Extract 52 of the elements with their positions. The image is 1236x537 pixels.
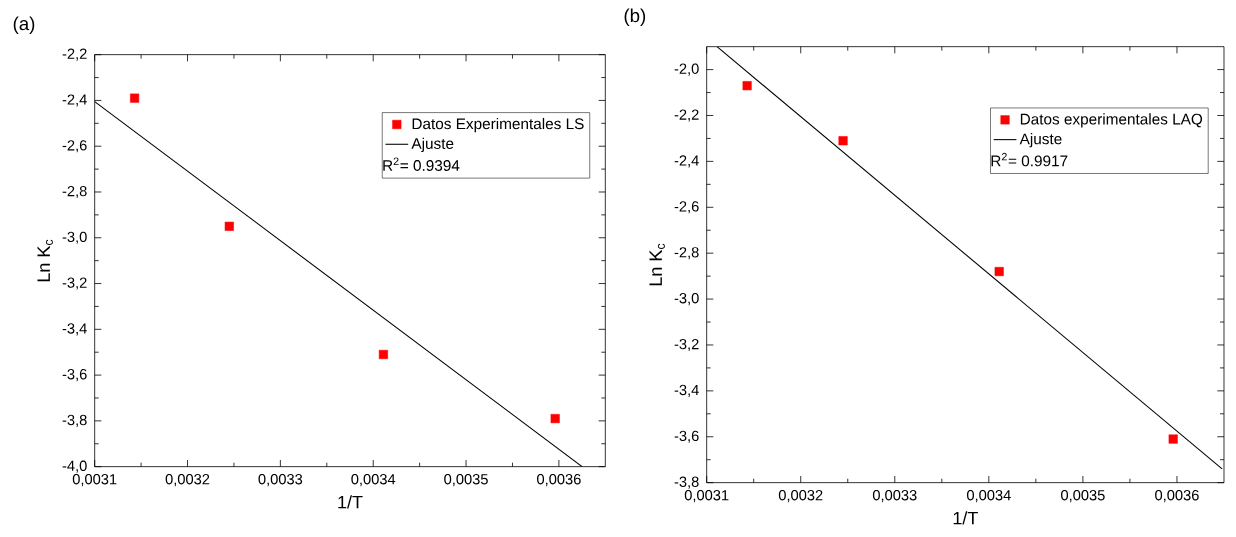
y-tick-label: -2,2	[62, 48, 87, 61]
x-tick-label: 0,0035	[1061, 489, 1105, 502]
y-tick-label: -2,6	[62, 140, 87, 153]
y-tick-label: -2,2	[674, 109, 699, 122]
y-tick-label: -3,0	[62, 231, 87, 244]
legend-label: Datos experimentales LAQ	[1020, 113, 1203, 128]
legend-label: Ajuste	[411, 137, 454, 152]
x-axis-title: 1/T	[953, 511, 978, 525]
x-tick-label: 0,0036	[537, 473, 581, 486]
y-tick-label: -3,2	[674, 338, 699, 351]
annotation: R$^{2}$= 0.9394	[383, 157, 460, 171]
legend-label: Ajuste	[1019, 132, 1062, 148]
x-tick-label: 0,0036	[1155, 489, 1199, 502]
x-tick-label: 0,0032	[165, 473, 210, 486]
x-tick-label: 0,0033	[258, 473, 303, 486]
point	[1168, 434, 1178, 444]
x-tick-label: 0,0034	[351, 473, 396, 486]
x-tick-label: 0,0031	[684, 489, 729, 502]
annotation: R$^{2}$= 0.9917	[991, 152, 1068, 167]
point	[742, 80, 752, 91]
y-tick-label: -2,6	[674, 201, 699, 214]
point	[838, 136, 848, 146]
y-tick-label: -3,0	[674, 292, 699, 305]
point	[224, 221, 234, 231]
x-tick-label: 0,0032	[778, 489, 823, 502]
y-tick-label: -2,0	[674, 63, 699, 76]
y-axis-title: Ln K$_{c}$	[649, 243, 665, 286]
point	[130, 93, 140, 103]
y-tick-label: -2,8	[62, 185, 87, 198]
chart-title: (a)	[13, 16, 35, 34]
x-tick-label: 0,0031	[72, 473, 117, 486]
y-tick-label: -2,8	[674, 246, 699, 260]
x-tick-label: 0,0034	[966, 489, 1011, 502]
y-tick-label: -3,4	[62, 323, 87, 336]
y-tick-label: -3,6	[674, 430, 699, 443]
point	[550, 413, 560, 423]
x-tick-label: 0,0033	[872, 489, 917, 502]
y-tick-label: -3,4	[674, 384, 699, 397]
y-tick-label: -3,6	[62, 368, 87, 381]
y-tick-label: -3,8	[674, 476, 699, 489]
y-tick-label: -2,4	[62, 94, 87, 107]
y-tick-label: -3,2	[62, 277, 87, 290]
y-tick-label: -2,4	[674, 155, 699, 168]
x-axis-title: 1/T	[338, 495, 363, 509]
x-tick-label: 0,0035	[444, 473, 488, 486]
legend-label: Datos Experimentales LS	[412, 117, 584, 133]
point	[994, 266, 1004, 276]
y-axis-title: Ln K$_{c}$	[37, 239, 53, 282]
y-tick-label: -3,8	[62, 414, 87, 427]
y-tick-label: -4,0	[62, 460, 87, 473]
chart-title: (b)	[624, 8, 646, 26]
point	[378, 349, 388, 359]
